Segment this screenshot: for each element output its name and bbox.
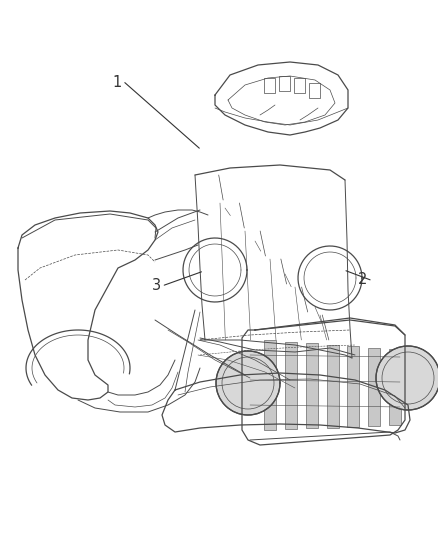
Bar xyxy=(309,83,320,98)
Text: 2: 2 xyxy=(357,272,367,287)
Bar xyxy=(279,76,290,91)
Bar xyxy=(264,78,275,93)
Bar xyxy=(285,342,297,429)
Bar xyxy=(368,348,380,426)
Bar xyxy=(264,340,276,430)
Circle shape xyxy=(376,346,438,410)
Bar xyxy=(389,349,401,425)
Bar xyxy=(306,343,318,429)
Bar xyxy=(326,344,339,427)
Bar xyxy=(294,78,305,93)
Text: 3: 3 xyxy=(152,278,161,293)
Bar xyxy=(347,346,359,427)
Text: 1: 1 xyxy=(112,75,121,90)
Circle shape xyxy=(216,351,280,415)
